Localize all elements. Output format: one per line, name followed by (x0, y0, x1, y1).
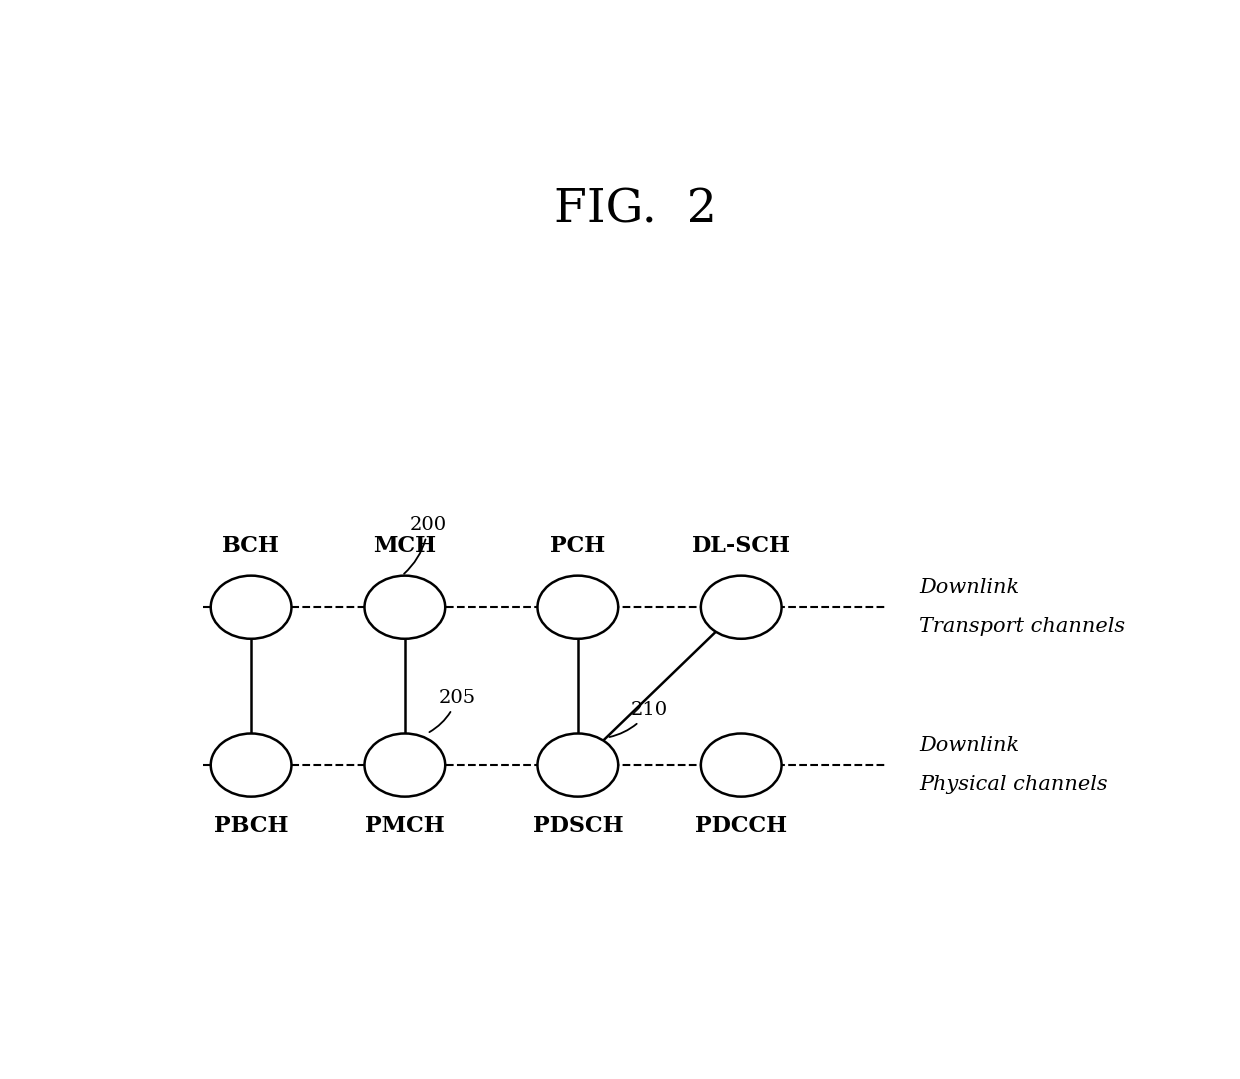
Text: Downlink: Downlink (919, 578, 1019, 598)
Text: 200: 200 (404, 516, 446, 574)
Ellipse shape (211, 734, 291, 796)
Text: DL-SCH: DL-SCH (692, 535, 791, 558)
Ellipse shape (701, 575, 781, 639)
Text: Transport channels: Transport channels (919, 617, 1125, 637)
Ellipse shape (537, 575, 619, 639)
Text: PCH: PCH (551, 535, 605, 558)
Text: 205: 205 (429, 688, 476, 733)
Ellipse shape (701, 734, 781, 796)
Ellipse shape (537, 734, 619, 796)
Ellipse shape (365, 734, 445, 796)
Text: BCH: BCH (222, 535, 280, 558)
Text: 210: 210 (609, 701, 668, 737)
Text: FIG.  2: FIG. 2 (554, 188, 717, 233)
Text: MCH: MCH (373, 535, 436, 558)
Ellipse shape (211, 575, 291, 639)
Text: Downlink: Downlink (919, 736, 1019, 755)
Ellipse shape (365, 575, 445, 639)
Text: PDSCH: PDSCH (532, 815, 624, 837)
Text: PBCH: PBCH (213, 815, 289, 837)
Text: PMCH: PMCH (365, 815, 445, 837)
Text: PDCCH: PDCCH (696, 815, 787, 837)
Text: Physical channels: Physical channels (919, 775, 1107, 794)
